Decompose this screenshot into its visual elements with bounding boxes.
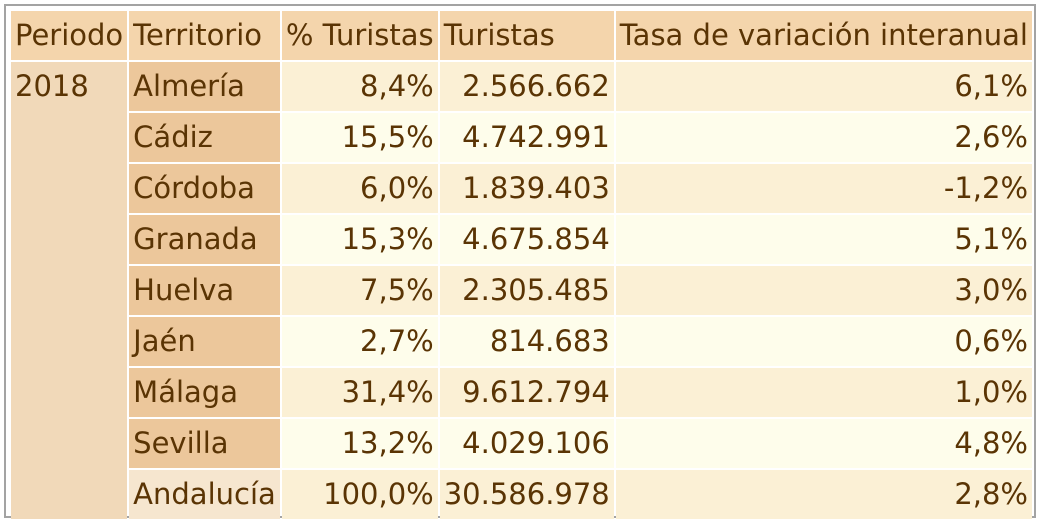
turistas-cell: 1.839.403: [439, 164, 614, 213]
territory-cell: Granada: [129, 215, 280, 264]
table-row: Cádiz 15,5% 4.742.991 2,6%: [11, 113, 1032, 162]
table-row: 2018 Almería 8,4% 2.566.662 6,1%: [11, 62, 1032, 519]
table-row: Jaén 2,7% 814.683 0,6%: [11, 317, 1032, 366]
territory-cell: Jaén: [129, 317, 280, 366]
turistas-cell: 4.029.106: [439, 419, 614, 468]
header-row: Periodo Territorio % Turistas Turistas T…: [11, 11, 1032, 60]
pct-cell: 15,5%: [281, 113, 438, 162]
header-pct-turistas[interactable]: % Turistas: [281, 11, 438, 60]
tourists-table: Periodo Territorio % Turistas Turistas T…: [9, 9, 1034, 521]
pct-cell: 13,2%: [281, 419, 438, 468]
territory-cell: Almería: [129, 62, 280, 111]
header-tasa-variacion[interactable]: Tasa de variación interanual: [615, 11, 1032, 60]
turistas-cell: 30.586.978: [439, 470, 614, 519]
tasa-cell: 3,0%: [615, 266, 1032, 315]
territory-cell: Málaga: [129, 368, 280, 417]
table-row: Sevilla 13,2% 4.029.106 4,8%: [11, 419, 1032, 468]
pct-cell: 15,3%: [281, 215, 438, 264]
turistas-cell: 2.566.662: [439, 62, 614, 111]
tasa-cell: 1,0%: [615, 368, 1032, 417]
territory-total-cell: Andalucía: [129, 470, 280, 519]
turistas-cell: 4.675.854: [439, 215, 614, 264]
header-turistas[interactable]: Turistas: [439, 11, 614, 60]
header-periodo[interactable]: Periodo: [11, 11, 128, 60]
pct-cell: 7,5%: [281, 266, 438, 315]
territory-cell: Cádiz: [129, 113, 280, 162]
total-row: Andalucía 100,0% 30.586.978 2,8%: [11, 470, 1032, 519]
tasa-cell: -1,2%: [615, 164, 1032, 213]
header-territorio[interactable]: Territorio: [129, 11, 280, 60]
pct-cell: 31,4%: [281, 368, 438, 417]
turistas-cell: 2.305.485: [439, 266, 614, 315]
period-cell: 2018: [11, 62, 128, 519]
tasa-cell: 0,6%: [615, 317, 1032, 366]
data-table-frame: Periodo Territorio % Turistas Turistas T…: [4, 4, 1036, 521]
tasa-cell: 2,6%: [615, 113, 1032, 162]
turistas-cell: 9.612.794: [439, 368, 614, 417]
table-row: Córdoba 6,0% 1.839.403 -1,2%: [11, 164, 1032, 213]
tasa-cell: 5,1%: [615, 215, 1032, 264]
turistas-cell: 814.683: [439, 317, 614, 366]
territory-cell: Huelva: [129, 266, 280, 315]
pct-cell: 8,4%: [281, 62, 438, 111]
table-row: Málaga 31,4% 9.612.794 1,0%: [11, 368, 1032, 417]
turistas-cell: 4.742.991: [439, 113, 614, 162]
pct-cell: 6,0%: [281, 164, 438, 213]
tasa-cell: 2,8%: [615, 470, 1032, 519]
tasa-cell: 6,1%: [615, 62, 1032, 111]
pct-cell: 2,7%: [281, 317, 438, 366]
territory-cell: Córdoba: [129, 164, 280, 213]
pct-cell: 100,0%: [281, 470, 438, 519]
table-row: Granada 15,3% 4.675.854 5,1%: [11, 215, 1032, 264]
tasa-cell: 4,8%: [615, 419, 1032, 468]
table-row: Huelva 7,5% 2.305.485 3,0%: [11, 266, 1032, 315]
territory-cell: Sevilla: [129, 419, 280, 468]
